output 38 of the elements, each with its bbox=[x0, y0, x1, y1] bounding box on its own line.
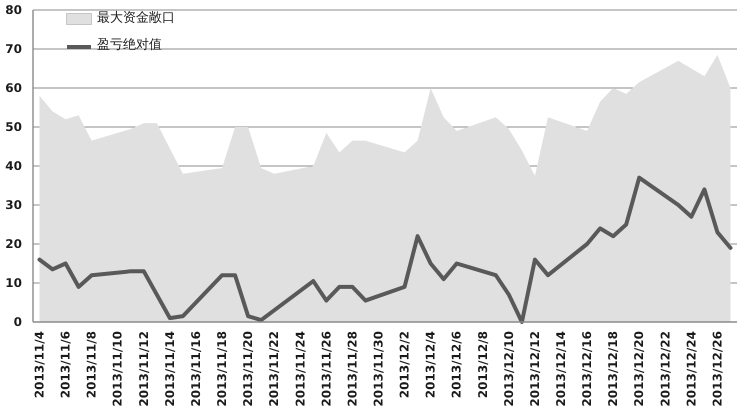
x-tick-label: 2013/12/6 bbox=[450, 331, 464, 398]
x-tick-label: 2013/11/4 bbox=[32, 331, 47, 398]
x-tick-label: 2013/12/2 bbox=[398, 331, 412, 398]
x-tick-label: 2013/11/30 bbox=[371, 331, 386, 407]
y-tick-label: 10 bbox=[5, 276, 22, 290]
x-tick-label: 2013/11/28 bbox=[345, 331, 360, 407]
x-tick-label: 2013/11/24 bbox=[293, 331, 308, 407]
x-tick-label: 2013/12/12 bbox=[528, 331, 542, 407]
x-tick-label: 2013/12/18 bbox=[606, 331, 620, 407]
y-tick-label: 60 bbox=[5, 81, 22, 95]
x-tick-label: 2013/11/18 bbox=[215, 331, 230, 407]
x-tick-label: 2013/11/14 bbox=[162, 331, 177, 407]
x-tick-label: 2013/12/16 bbox=[580, 331, 594, 407]
y-tick-label: 80 bbox=[5, 3, 22, 17]
x-tick-label: 2013/12/26 bbox=[710, 331, 724, 407]
x-tick-label: 2013/12/22 bbox=[658, 331, 672, 407]
x-tick-label: 2013/11/20 bbox=[241, 331, 256, 407]
x-tick-label: 2013/11/22 bbox=[267, 331, 282, 407]
legend-label: 盈亏绝对值 bbox=[97, 38, 162, 52]
x-tick-label: 2013/12/8 bbox=[476, 331, 490, 398]
x-tick-label: 2013/11/6 bbox=[58, 331, 73, 398]
y-tick-label: 50 bbox=[5, 120, 22, 134]
x-tick-label: 2013/11/26 bbox=[319, 331, 334, 407]
y-tick-label: 20 bbox=[5, 237, 22, 251]
x-tick-label: 2013/11/16 bbox=[188, 331, 203, 407]
x-tick-label: 2013/12/14 bbox=[554, 331, 568, 407]
y-tick-label: 40 bbox=[5, 159, 22, 173]
y-tick-label: 70 bbox=[5, 42, 22, 56]
legend-label: 最大资金敞口 bbox=[97, 10, 175, 26]
x-tick-label: 2013/11/12 bbox=[136, 331, 151, 407]
x-tick-label: 2013/12/20 bbox=[632, 331, 646, 407]
x-tick-label: 2013/11/10 bbox=[110, 331, 125, 407]
x-tick-label: 2013/12/10 bbox=[502, 331, 516, 407]
x-tick-label: 2013/12/24 bbox=[684, 331, 698, 407]
x-tick-label: 2013/12/4 bbox=[424, 331, 438, 398]
y-tick-label: 0 bbox=[14, 315, 22, 329]
y-tick-label: 30 bbox=[5, 198, 22, 212]
x-tick-label: 2013/11/8 bbox=[84, 331, 99, 398]
